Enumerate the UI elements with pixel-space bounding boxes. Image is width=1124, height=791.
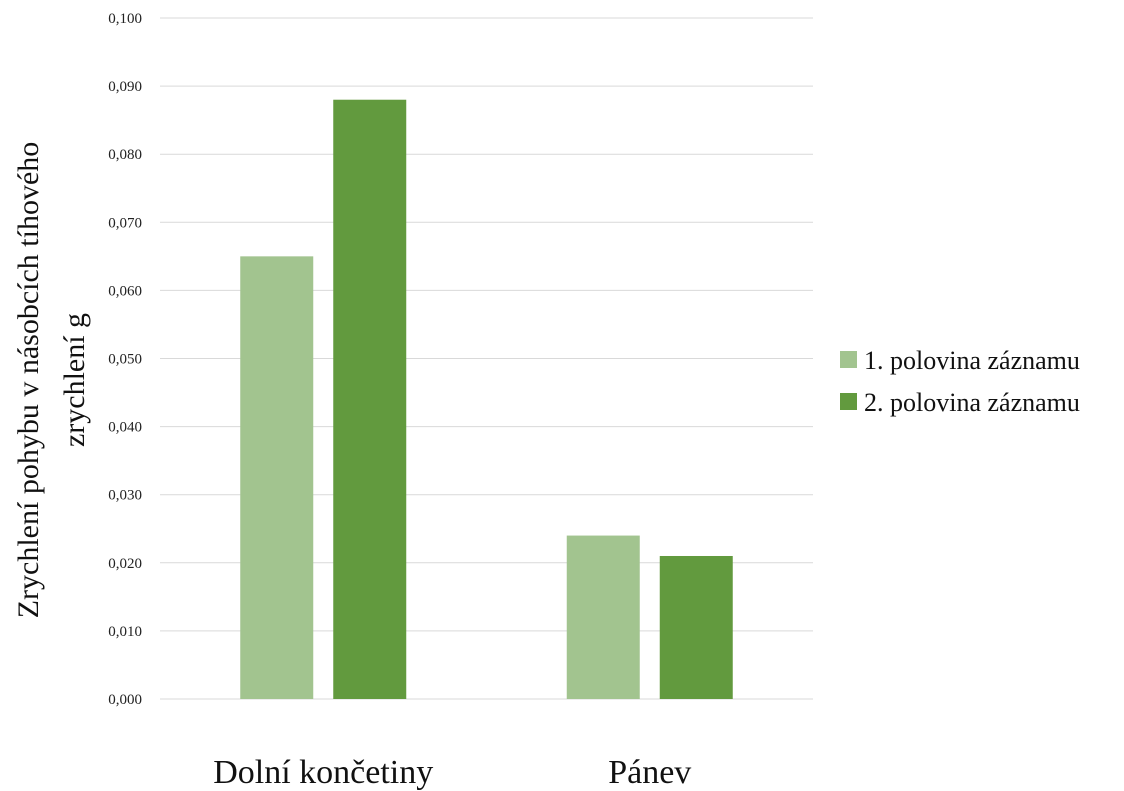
y-tick-label: 0,020 <box>108 556 142 572</box>
legend: 1. polovina záznamu 2. polovina záznamu <box>840 346 1080 417</box>
y-tick-label: 0,040 <box>108 420 142 436</box>
bar <box>659 555 733 699</box>
y-tick-label: 0,000 <box>108 692 142 708</box>
y-tick-label: 0,070 <box>108 215 142 231</box>
y-tick-label: 0,060 <box>108 283 142 299</box>
y-axis-label-line-2: zrychlení g <box>58 313 91 447</box>
bar <box>566 535 640 699</box>
y-axis-ticks: 0,000 0,010 0,020 0,030 0,040 0,050 0,060 0,070… <box>108 11 142 708</box>
x-category-label: Pánev <box>608 754 691 791</box>
x-category-label: Dolní končetiny <box>213 754 433 791</box>
legend-label: 2. polovina záznamu <box>864 388 1080 417</box>
y-tick-label: 0,080 <box>108 147 142 163</box>
legend-swatch <box>840 393 857 410</box>
bars <box>240 99 733 700</box>
y-axis-label: Zrychlení pohybu v násobcích tíhového zr… <box>12 142 91 619</box>
y-tick-label: 0,100 <box>108 11 142 27</box>
bar <box>333 99 407 700</box>
legend-swatch <box>840 351 857 368</box>
legend-label: 1. polovina záznamu <box>864 346 1080 375</box>
y-tick-label: 0,090 <box>108 79 142 95</box>
y-tick-label: 0,030 <box>108 488 142 504</box>
y-tick-label: 0,010 <box>108 624 142 640</box>
bar <box>240 256 314 699</box>
y-axis-label-line-1: Zrychlení pohybu v násobcích tíhového <box>12 142 45 619</box>
y-tick-label: 0,050 <box>108 352 142 368</box>
x-axis-categories: Dolní končetiny Pánev <box>213 754 691 791</box>
